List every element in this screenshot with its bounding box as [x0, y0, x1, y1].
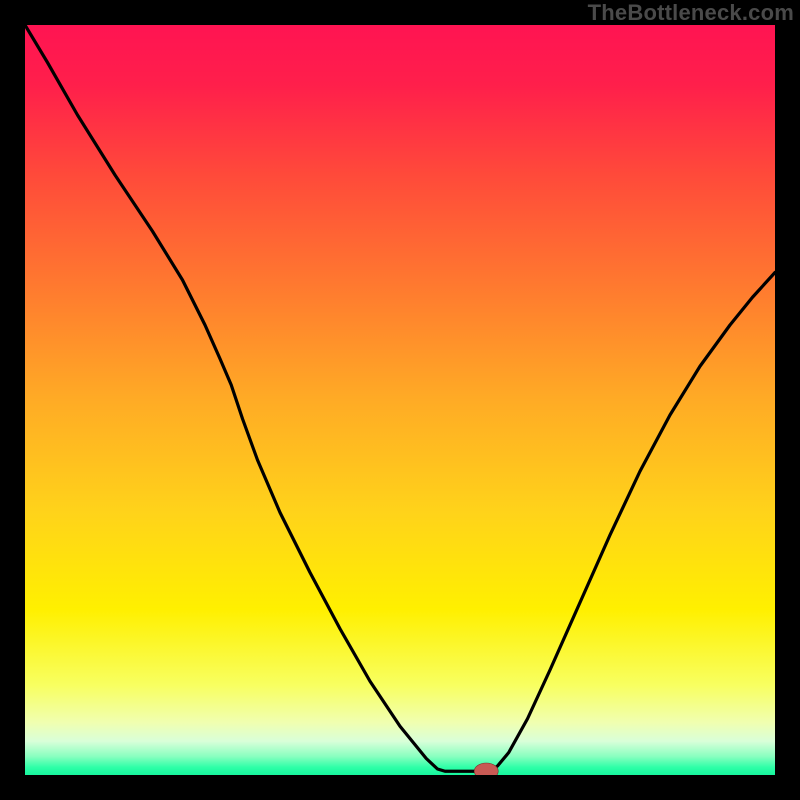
chart-frame: TheBottleneck.com — [0, 0, 800, 800]
chart-svg — [25, 25, 775, 775]
gradient-background — [25, 25, 775, 775]
watermark-text: TheBottleneck.com — [588, 0, 794, 26]
plot-area — [25, 25, 775, 775]
